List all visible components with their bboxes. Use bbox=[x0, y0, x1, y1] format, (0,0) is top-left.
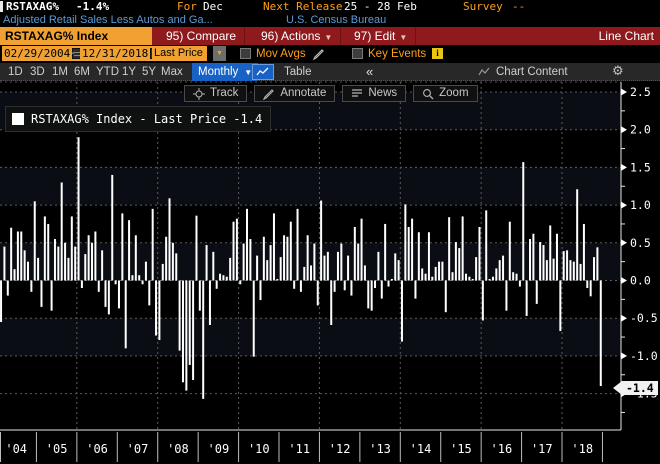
tab-6m[interactable]: 6M bbox=[74, 66, 90, 78]
news-button[interactable]: News bbox=[342, 85, 407, 102]
svg-text:'17: '17 bbox=[531, 442, 553, 456]
svg-text:'08: '08 bbox=[167, 442, 189, 456]
pencil-icon bbox=[263, 88, 275, 100]
function-menubar: RSTAXAG% Index 95) Compare 96) Actions ▼ … bbox=[0, 27, 660, 45]
tab-table[interactable]: Table bbox=[284, 66, 312, 78]
svg-text:1.5: 1.5 bbox=[630, 160, 651, 174]
svg-text:0.5: 0.5 bbox=[630, 236, 651, 250]
svg-text:'16: '16 bbox=[491, 442, 513, 456]
x-axis: '04 '05 '06 '07 '08 '09 '10 '11 '12 '13 '14 '15 '16 '… bbox=[0, 432, 603, 462]
quote-header-row: RSTAXAG% -1.4% For Dec Next Release 25 -… bbox=[0, 0, 660, 13]
svg-text:-1.4: -1.4 bbox=[626, 381, 654, 395]
chart-content-button[interactable]: Chart Content bbox=[478, 63, 568, 81]
mov-avgs-checkbox[interactable] bbox=[240, 48, 251, 59]
svg-text:'11: '11 bbox=[288, 442, 310, 456]
tab-max[interactable]: Max bbox=[161, 66, 183, 78]
security-description: Adjusted Retail Sales Less Autos and Ga.… bbox=[3, 14, 213, 26]
date-range-dash: - bbox=[71, 47, 75, 59]
chart-plot[interactable]: 2.52.01.51.00.50.0-0.5-1.0-1.5-1.4'04'05… bbox=[0, 81, 660, 464]
svg-text:2.5: 2.5 bbox=[630, 85, 651, 99]
news-icon bbox=[352, 89, 363, 97]
legend-box: RSTAXAG% Index - Last Price -1.4 bbox=[5, 106, 272, 132]
terminal-cursor bbox=[0, 1, 3, 12]
chevron-down-icon: ▼ bbox=[399, 33, 408, 42]
range-tabbar: 1D 3D 1M 6M YTD 1Y 5Y Max Monthly ▼ Table… bbox=[0, 63, 660, 81]
tab-ytd[interactable]: YTD bbox=[96, 66, 119, 78]
svg-text:-0.5: -0.5 bbox=[630, 311, 658, 325]
menu-actions[interactable]: 96) Actions ▼ bbox=[253, 27, 342, 45]
chevron-down-icon: ▼ bbox=[244, 68, 253, 77]
pencil-icon[interactable] bbox=[312, 48, 325, 61]
tab-1y[interactable]: 1Y bbox=[122, 66, 137, 78]
info-icon[interactable]: i bbox=[432, 48, 443, 59]
next-release-value: 25 - 28 Feb bbox=[344, 0, 417, 13]
svg-text:'06: '06 bbox=[86, 442, 108, 456]
price-field-select[interactable]: Last Price bbox=[152, 46, 207, 61]
start-date-input[interactable]: 02/29/2004 bbox=[2, 46, 85, 61]
svg-text:'18: '18 bbox=[571, 442, 593, 456]
key-events-checkbox[interactable] bbox=[352, 48, 363, 59]
key-events-label: Key Events bbox=[368, 48, 427, 60]
menu-edit[interactable]: 97) Edit ▼ bbox=[346, 27, 417, 45]
tab-1d[interactable]: 1D bbox=[8, 66, 23, 78]
svg-text:'12: '12 bbox=[329, 442, 351, 456]
chevron-down-icon[interactable]: ▼ bbox=[213, 46, 226, 61]
for-value: Dec bbox=[203, 0, 223, 13]
security-field[interactable]: RSTAXAG% Index bbox=[0, 27, 152, 45]
menu-compare[interactable]: 95) Compare bbox=[158, 27, 246, 45]
chart-controls-row: 02/29/2004 - 12/31/2018 Last Price ▼ Mov… bbox=[0, 45, 660, 63]
svg-text:-1.0: -1.0 bbox=[630, 349, 658, 363]
survey-value: -- bbox=[512, 0, 526, 13]
svg-text:'14: '14 bbox=[410, 442, 432, 456]
svg-text:1.0: 1.0 bbox=[630, 198, 651, 212]
tab-3d[interactable]: 3D bbox=[30, 66, 45, 78]
gear-icon[interactable]: ⚙ bbox=[612, 64, 624, 79]
svg-text:'13: '13 bbox=[369, 442, 391, 456]
tab-5y[interactable]: 5Y bbox=[142, 66, 157, 78]
chevron-down-icon: ▼ bbox=[324, 33, 333, 42]
crosshair-icon bbox=[193, 87, 205, 100]
chart-content-icon bbox=[478, 67, 490, 76]
mov-avgs-label: Mov Avgs bbox=[256, 48, 306, 60]
chart-toolbar: Track Annotate News Zoom bbox=[184, 85, 478, 102]
period-select[interactable]: Monthly ▼ bbox=[192, 63, 259, 81]
last-price-badge: -1.4 bbox=[613, 381, 658, 396]
zoom-button[interactable]: Zoom bbox=[413, 85, 478, 102]
ticker-last-change: -1.4% bbox=[76, 0, 110, 13]
magnifier-icon bbox=[423, 88, 434, 99]
y-axis: 2.52.01.51.00.50.0-0.5-1.0-1.5 bbox=[621, 85, 658, 413]
tab-1m[interactable]: 1M bbox=[52, 66, 68, 78]
annotate-button[interactable]: Annotate bbox=[254, 85, 336, 102]
plot-bands bbox=[0, 92, 621, 356]
data-source: U.S. Census Bureau bbox=[286, 14, 387, 26]
description-row: Adjusted Retail Sales Less Autos and Ga.… bbox=[0, 13, 660, 27]
plot-frame bbox=[0, 82, 622, 431]
svg-text:'09: '09 bbox=[208, 442, 230, 456]
svg-text:'05: '05 bbox=[46, 442, 68, 456]
legend-label: RSTAXAG% Index - Last Price -1.4 bbox=[31, 112, 263, 126]
svg-text:0.0: 0.0 bbox=[630, 274, 651, 288]
survey-label: Survey bbox=[463, 0, 503, 13]
legend-swatch bbox=[12, 113, 24, 125]
end-date-input[interactable]: 12/31/2018 bbox=[80, 46, 163, 61]
for-label: For bbox=[177, 0, 197, 13]
svg-text:'07: '07 bbox=[127, 442, 149, 456]
line-chart-icon bbox=[256, 67, 269, 76]
svg-text:'04: '04 bbox=[5, 442, 27, 456]
collapse-panel-button[interactable]: « bbox=[366, 64, 374, 79]
ticker: RSTAXAG% bbox=[6, 0, 59, 13]
svg-text:'10: '10 bbox=[248, 442, 270, 456]
track-button[interactable]: Track bbox=[184, 85, 248, 102]
chart-type-button[interactable] bbox=[252, 64, 274, 80]
bars bbox=[0, 137, 602, 399]
chart-region: 2.52.01.51.00.50.0-0.5-1.0-1.5-1.4'04'05… bbox=[0, 81, 660, 464]
svg-text:'15: '15 bbox=[450, 442, 472, 456]
svg-text:2.0: 2.0 bbox=[630, 123, 651, 137]
function-title: Line Chart bbox=[598, 29, 654, 43]
next-release-label: Next Release bbox=[263, 0, 343, 13]
